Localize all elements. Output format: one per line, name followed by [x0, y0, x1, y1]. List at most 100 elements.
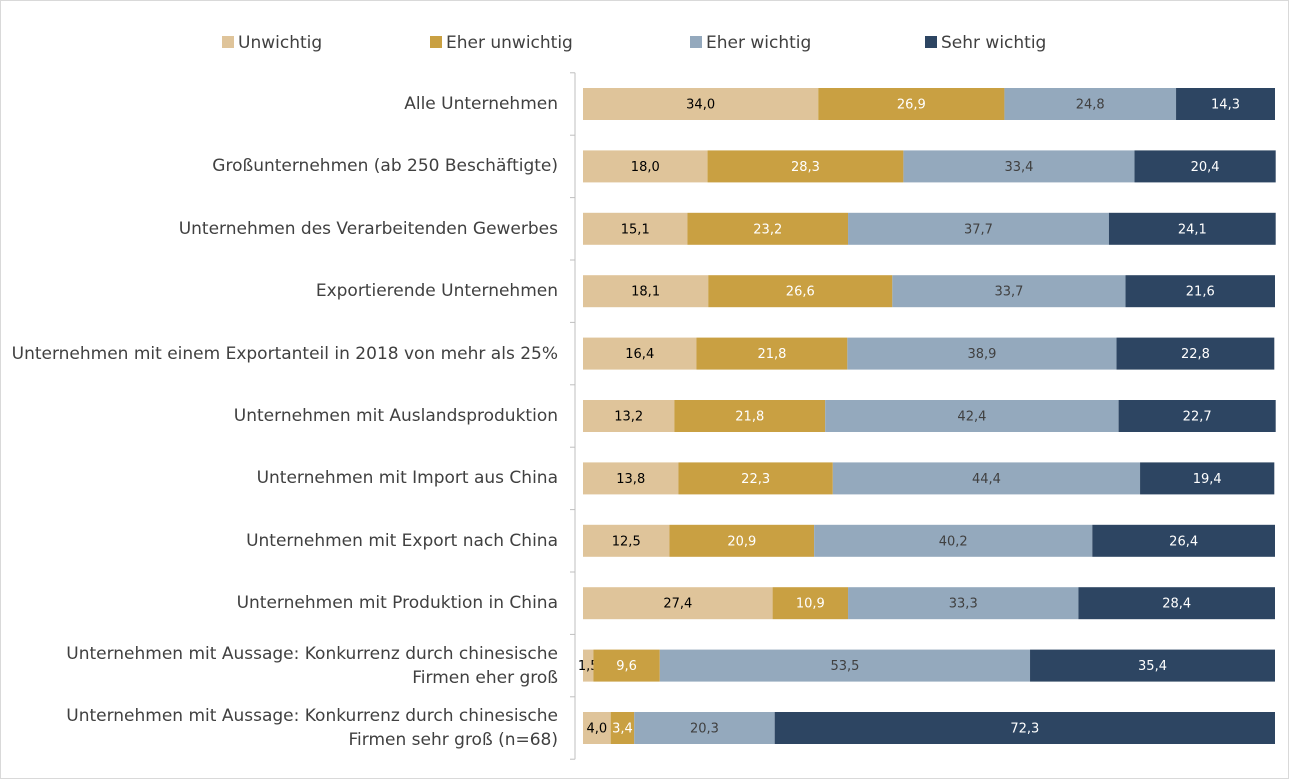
bar-segment [610, 712, 635, 744]
value-label: 18,0 [631, 160, 660, 175]
category-label: Alle Unternehmen [404, 94, 558, 114]
value-label: 53,5 [830, 659, 859, 674]
bar-segment [583, 649, 594, 682]
value-label: 40,2 [939, 534, 968, 549]
value-label: 14,3 [1211, 98, 1240, 113]
bar-segment [696, 337, 848, 370]
legend-label: Eher unwichtig [446, 33, 573, 53]
value-label: 33,3 [949, 597, 978, 612]
category-label: Unternehmen mit Export nach China [246, 530, 558, 551]
value-label: 1,5 [578, 659, 599, 674]
value-label: 33,7 [994, 285, 1023, 300]
value-label: 33,4 [1004, 160, 1033, 175]
bar-segment [707, 150, 904, 183]
bar-segment [678, 462, 833, 495]
value-label: 34,0 [686, 98, 715, 113]
value-label: 21,8 [735, 410, 764, 425]
bar-segment [848, 587, 1079, 620]
value-label: 28,4 [1162, 597, 1191, 612]
value-label: 38,9 [967, 347, 996, 362]
bar-segment [1078, 587, 1275, 620]
bar-segment [583, 275, 709, 308]
bar-segment [1030, 649, 1275, 682]
bar-segment [669, 524, 815, 557]
bar-segment [583, 400, 675, 432]
category-label: Unternehmen mit Import aus China [256, 468, 558, 489]
value-label: 21,6 [1186, 285, 1215, 300]
value-label: 21,8 [757, 347, 786, 362]
bar-segment [818, 88, 1005, 120]
bar-segment [583, 462, 679, 495]
value-label: 13,8 [616, 472, 645, 487]
value-label: 12,5 [612, 534, 641, 549]
value-label: 18,1 [631, 285, 660, 300]
value-label: 16,4 [625, 347, 654, 362]
value-label: 28,3 [791, 160, 820, 175]
value-label: 37,7 [964, 222, 993, 237]
bar-segment [772, 587, 849, 620]
bar-segment [1134, 150, 1276, 183]
value-label: 44,4 [972, 472, 1001, 487]
bar-segment [832, 462, 1141, 495]
bar-segment [1004, 88, 1177, 120]
value-label: 9,6 [616, 659, 637, 674]
category-label: Großunternehmen (ab 250 Beschäftigte) [212, 156, 558, 177]
value-label: 24,1 [1178, 222, 1207, 237]
value-label: 26,4 [1169, 534, 1198, 549]
bar-segment [903, 150, 1135, 183]
category-label: Unternehmen mit Auslandsproduktion [233, 406, 558, 426]
legend-swatch [690, 36, 702, 48]
value-label: 20,4 [1191, 160, 1220, 175]
bar-segment [583, 88, 819, 120]
category-label: Exportierende Unternehmen [315, 281, 558, 302]
legend-label: Eher wichtig [706, 33, 811, 53]
bar-segment [708, 275, 893, 308]
category-label: Unternehmen mit Aussage: Konkurrenz durc… [66, 706, 558, 750]
category-label: Unternehmen mit Aussage: Konkurrenz durc… [66, 643, 558, 688]
bar-segment [1116, 337, 1275, 370]
value-label: 26,9 [897, 98, 926, 113]
bar-segment [583, 212, 688, 245]
bar-segment [1140, 462, 1275, 495]
legend-swatch [430, 36, 442, 48]
value-label: 42,4 [957, 410, 986, 425]
value-label: 27,4 [663, 597, 692, 612]
value-label: 22,8 [1181, 347, 1210, 362]
category-label: Unternehmen mit einem Exportanteil in 20… [11, 343, 558, 364]
bar-segment [1092, 524, 1275, 557]
bar-segment [659, 649, 1031, 682]
value-label: 13,2 [614, 410, 643, 425]
value-label: 3,4 [612, 722, 633, 737]
legend-label: Sehr wichtig [941, 33, 1046, 53]
bar-segment [774, 712, 1275, 744]
value-label: 22,3 [741, 472, 770, 487]
value-label: 23,2 [753, 222, 782, 237]
value-label: 4,0 [586, 722, 607, 737]
bar-segment [814, 524, 1093, 557]
value-label: 15,1 [621, 222, 650, 237]
value-label: 19,4 [1193, 472, 1222, 487]
bar-segment [674, 400, 826, 432]
bar-segment [848, 212, 1109, 245]
value-label: 20,9 [727, 534, 756, 549]
bar-segment [583, 712, 611, 744]
legend-swatch [925, 36, 937, 48]
legend-label: Unwichtig [238, 33, 322, 53]
value-label: 26,6 [786, 285, 815, 300]
value-label: 72,3 [1010, 722, 1039, 737]
bar-segment [825, 400, 1119, 432]
category-label: Unternehmen mit Produktion in China [236, 593, 558, 614]
bar-segment [687, 212, 849, 245]
bar-segment [583, 337, 697, 370]
value-label: 35,4 [1138, 659, 1167, 674]
bar-segment [583, 587, 773, 620]
bar-segment [1176, 88, 1275, 120]
value-label: 20,3 [690, 722, 719, 737]
bar-segment [634, 712, 775, 744]
bar-segment [847, 337, 1117, 370]
value-label: 22,7 [1183, 410, 1212, 425]
bar-segment [1125, 275, 1275, 308]
